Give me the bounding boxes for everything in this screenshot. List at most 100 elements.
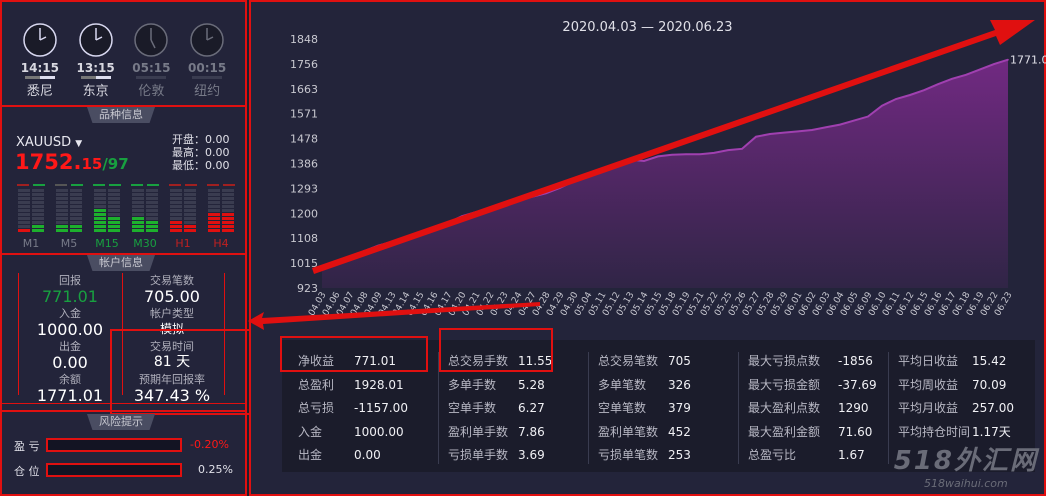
high-value: 最高：0.00 [172, 146, 230, 159]
timeframe-M1[interactable]: M1 [16, 184, 46, 250]
timeframe-M30[interactable]: M30 [130, 184, 160, 250]
price-bid: 15 [81, 155, 103, 173]
clock-city: 纽约 [194, 84, 221, 99]
stat-label: 亏损单笔数 [598, 448, 659, 462]
y-tick-label: 1015 [290, 257, 318, 270]
stat-row: 盈利单手数 7.86 [448, 421, 552, 445]
stat-row: 盈利单笔数 452 [598, 421, 691, 445]
account-section: 帐户信息 [2, 255, 245, 412]
data-point [419, 234, 421, 237]
data-point [517, 199, 519, 201]
data-point [461, 215, 463, 217]
stat-value: 1.67 [838, 448, 865, 462]
data-point [363, 250, 365, 252]
data-point [559, 187, 561, 189]
stats-column: 总交易手数 11.55 多单手数 5.28 空单手数 6.27 盈利单手数 7.86 亏损单手数… [448, 350, 552, 468]
stat-value: -1157.00 [354, 401, 408, 415]
stat-label: 总亏损 [298, 401, 335, 415]
last-value-label: 1771.0 [1010, 54, 1046, 67]
price-main: 1752. [15, 150, 82, 174]
balance-value: 1771.01 [36, 386, 104, 405]
clock-icon [78, 23, 113, 57]
stat-label: 净收益 [298, 354, 335, 368]
y-tick-label: 923 [297, 282, 318, 295]
symbol-info-section: 品种信息 [2, 107, 245, 255]
timeframe-label: M30 [133, 237, 157, 250]
stat-row: 亏损单手数 3.69 [448, 444, 552, 468]
stats-column: 总交易笔数 705 多单笔数 326 空单笔数 379 盈利单笔数 452 亏损单笔数 253 [598, 350, 691, 468]
price-sep: / [102, 155, 108, 173]
stat-value: 3.69 [518, 448, 545, 462]
stat-row: 最大盈利点数 1290 [748, 397, 877, 421]
data-point [587, 176, 589, 178]
left-panel: 14:15 悉尼 13:15 东京 05:15 伦敦 00:15 纽约 品种信息… [0, 0, 252, 496]
stat-value: 705 [668, 354, 691, 368]
data-point [797, 130, 799, 133]
stat-label: 总盈利 [298, 377, 335, 392]
pos-bar [46, 463, 182, 477]
annotation-box [280, 336, 428, 372]
timeframe-label: M1 [22, 237, 40, 250]
data-point [783, 131, 785, 134]
clock-time: 13:15 [76, 61, 115, 75]
data-point [867, 115, 869, 118]
stat-value: -1856 [838, 354, 873, 368]
timeframe-signals: M1 M5 M15 M30 H1 H4 [16, 184, 236, 250]
data-point [433, 227, 435, 230]
stat-value: 11.55 [518, 354, 553, 368]
stat-value: 257.00 [972, 401, 1014, 415]
y-tick-label: 1293 [290, 182, 318, 195]
stat-row: 最大亏损点数 -1856 [748, 350, 877, 374]
clock-city: 东京 [82, 84, 109, 99]
stat-value: -37.69 [838, 377, 877, 392]
clock-city: 伦敦 [138, 84, 165, 99]
stat-value: 7.86 [518, 424, 545, 439]
timeframe-M5[interactable]: M5 [54, 184, 84, 250]
clock-icon [134, 23, 169, 57]
timeframe-H1[interactable]: H1 [168, 184, 198, 250]
data-point [1007, 58, 1009, 61]
stat-value: 1290 [838, 401, 869, 415]
clock-city: 悉尼 [26, 84, 53, 99]
current-price: 1752.15/97 [15, 150, 129, 174]
watermark-logo: 518外汇网 518waihui.com [893, 446, 1038, 490]
data-point [685, 153, 687, 156]
stat-row: 入金 1000.00 [298, 421, 408, 445]
stat-row: 净收益 771.01 [298, 350, 408, 374]
stat-label: 入金 [298, 424, 323, 439]
deposit-value: 1000.00 [36, 320, 104, 339]
data-point [657, 155, 659, 158]
symbol-selector[interactable]: XAUUSD ▼ [16, 135, 82, 150]
return-label: 回报 [59, 274, 81, 287]
pl-bar [46, 438, 182, 452]
stat-label: 平均持仓时间 [898, 424, 971, 439]
stat-value: 452 [668, 424, 691, 439]
data-point [391, 240, 393, 243]
data-point [965, 74, 967, 76]
data-point [853, 119, 855, 122]
clock-2: 05:15 伦敦 [126, 22, 176, 105]
annotation-box [110, 329, 252, 415]
stat-row: 平均日收益 15.42 [898, 350, 1014, 374]
stat-row: 总交易笔数 705 [598, 350, 691, 374]
days-label: 交易时间 [150, 340, 194, 353]
annotation-box [439, 328, 553, 372]
timeframe-M15[interactable]: M15 [92, 184, 122, 250]
deposit-label: 入金 [59, 307, 81, 320]
account-right: 交易笔数 705.00 帐户类型 模拟 交易时间 81 天 预期年回报率 347… [122, 272, 222, 404]
account-left: 回报 771.01 入金 1000.00 出金 0.00 余额 1771.01 [20, 272, 120, 404]
stat-label: 最大盈利点数 [748, 401, 821, 415]
withdraw-label: 出金 [59, 340, 81, 353]
data-point [447, 222, 449, 224]
data-point [489, 207, 491, 210]
world-clocks: 14:15 悉尼 13:15 东京 05:15 伦敦 00:15 纽约 [2, 2, 245, 107]
data-point [335, 261, 337, 263]
timeframe-H4[interactable]: H4 [206, 184, 236, 250]
pos-value: 0.25% [198, 463, 233, 476]
stat-label: 总交易手数 [448, 354, 509, 368]
data-point [923, 89, 925, 91]
stat-value: 15.42 [972, 354, 1007, 368]
data-point [573, 180, 575, 182]
data-point [615, 162, 617, 165]
data-point [713, 152, 715, 154]
